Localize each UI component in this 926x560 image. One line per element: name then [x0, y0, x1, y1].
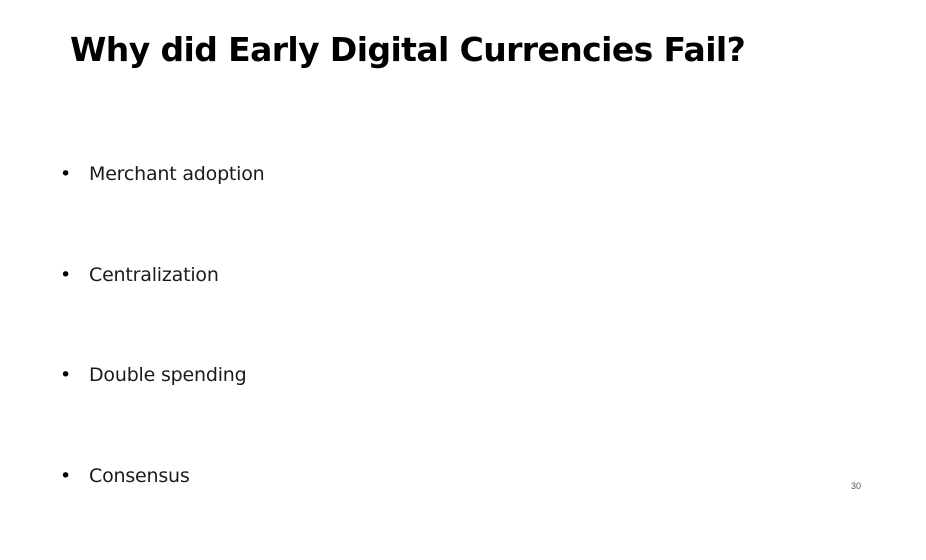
slide-number: 30	[851, 481, 862, 491]
bullet-icon: •	[60, 263, 72, 286]
bullet-icon: •	[60, 364, 72, 386]
bullet-text-consensus: Consensus	[89, 464, 190, 487]
slide-title: Why did Early Digital Currencies Fail?	[70, 30, 746, 69]
bullet-text-centralization: Centralization	[89, 263, 219, 286]
bullet-text-double-spending: Double spending	[89, 364, 247, 386]
slide: Why did Early Digital Currencies Fail? •…	[60, 30, 862, 491]
bullet-text-merchant-adoption: Merchant adoption	[89, 163, 265, 185]
bullet-icon: •	[60, 464, 72, 487]
bullet-icon: •	[60, 163, 72, 185]
